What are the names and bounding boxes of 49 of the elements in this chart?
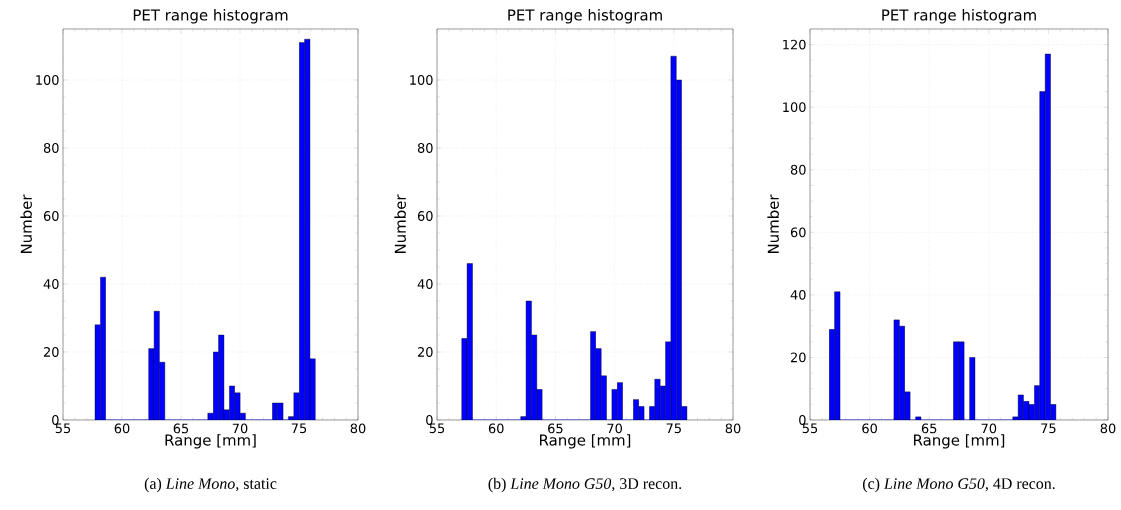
x-tick-label: 65 (921, 423, 937, 434)
x-tick-label: 80 (350, 423, 366, 434)
x-tick-label: 55 (802, 423, 818, 434)
x-tick-label: 60 (862, 423, 877, 434)
x-axis-title: Range [mm] (914, 434, 1005, 449)
y-axis-title: Number (394, 194, 406, 254)
x-tick-label: 70 (981, 423, 997, 434)
y-tick-label: 120 (783, 39, 806, 50)
y-tick-label: 0 (426, 415, 433, 425)
x-tick-label: 70 (232, 423, 248, 434)
x-axis-title: Range [mm] (165, 434, 256, 449)
y-axis-title: Number (767, 194, 779, 254)
y-tick-label: 80 (43, 143, 59, 153)
x-tick-label: 60 (114, 423, 130, 434)
y-tick-label: 40 (417, 279, 433, 289)
chart-title: PET range histogram (882, 9, 1036, 24)
chart-title: PET range histogram (508, 9, 662, 24)
x-tick-label: 65 (548, 423, 563, 434)
y-tick-label: 60 (790, 227, 806, 238)
x-tick-label: 55 (55, 423, 71, 434)
text: (a) Line Mono, static (144, 477, 277, 493)
x-tick-label: 75 (291, 423, 307, 434)
y-tick-label: 80 (790, 164, 806, 175)
x-axis-title: Range [mm] (540, 434, 631, 449)
text: (c) Line Mono G50, 4D recon. (862, 477, 1055, 493)
x-tick-label: 65 (173, 423, 189, 434)
y-tick-label: 40 (43, 279, 59, 289)
x-tick-label: 75 (1041, 423, 1056, 434)
x-tick-label: 60 (488, 423, 504, 434)
y-tick-label: 20 (43, 347, 59, 357)
y-tick-label: 60 (43, 211, 59, 221)
x-tick-label: 80 (1100, 423, 1116, 434)
x-tick-label: 80 (725, 423, 741, 434)
x-tick-label: 75 (666, 423, 681, 434)
x-tick-label: 55 (429, 423, 445, 434)
chart-title: PET range histogram (133, 9, 288, 24)
x-tick-label: 70 (607, 423, 622, 434)
y-axis-title: Number (20, 194, 32, 254)
y-tick-label: 60 (417, 211, 433, 221)
y-tick-label: 100 (783, 102, 806, 113)
y-tick-label: 100 (36, 75, 59, 85)
y-tick-label: 40 (790, 289, 806, 300)
text: (b) Line Mono G50, 3D recon. (488, 477, 682, 493)
y-tick-label: 0 (799, 415, 806, 425)
y-tick-label: 80 (417, 143, 433, 153)
y-tick-label: 100 (410, 75, 433, 85)
y-tick-label: 0 (52, 415, 59, 425)
y-tick-label: 20 (790, 352, 806, 363)
y-tick-label: 20 (417, 347, 433, 357)
